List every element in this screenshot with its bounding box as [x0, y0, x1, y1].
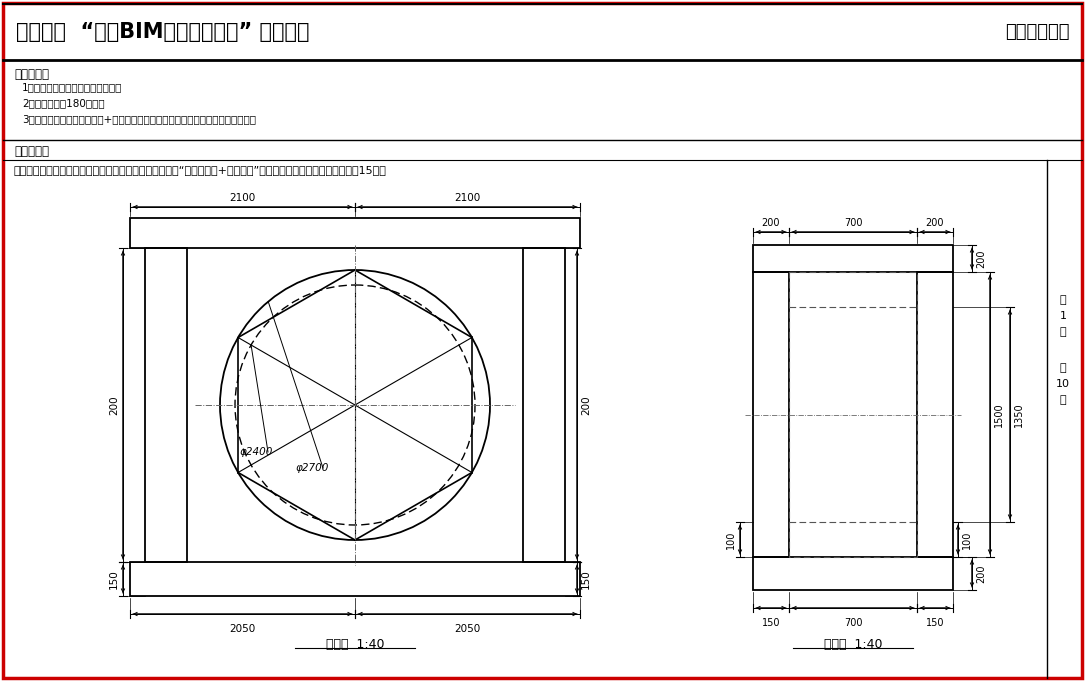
Text: 页: 页 [1060, 327, 1067, 337]
Text: 2100: 2100 [229, 193, 256, 203]
Bar [523, 248, 565, 562]
Bar [753, 557, 953, 590]
Bar [753, 245, 953, 272]
Text: 2100: 2100 [455, 193, 481, 203]
Text: 2、考试时间为180分钟；: 2、考试时间为180分钟； [22, 98, 104, 108]
Bar [130, 562, 580, 596]
Text: 100: 100 [726, 530, 736, 549]
Text: 150: 150 [580, 569, 591, 589]
Bar [917, 272, 953, 557]
Text: 第: 第 [1060, 295, 1067, 305]
Bar [130, 218, 580, 248]
Text: 2050: 2050 [229, 624, 256, 634]
Bar [753, 272, 789, 557]
Text: 1350: 1350 [1014, 402, 1024, 427]
Text: 700: 700 [844, 618, 863, 628]
Text: 200: 200 [976, 249, 986, 268]
Text: 150: 150 [926, 618, 944, 628]
Text: 200: 200 [926, 218, 944, 228]
Text: φ2400: φ2400 [240, 447, 273, 457]
Text: 主视图  1:40: 主视图 1:40 [326, 638, 384, 651]
Text: 试题部分：: 试题部分： [14, 145, 49, 158]
Text: 200: 200 [762, 218, 780, 228]
Text: 第十四期  “全国BIM技能等级考试” 一级试题: 第十四期 “全国BIM技能等级考试” 一级试题 [16, 22, 309, 42]
Text: 150: 150 [108, 569, 119, 589]
Text: 200: 200 [580, 395, 591, 415]
Text: 100: 100 [962, 530, 972, 549]
Bar [789, 272, 917, 557]
Text: 一、根据给定尺寸建立六边形门洞模型，请将模型文件以“六边形门洞+考生姓名”为文件名保存到考生文件夹中。（15分）: 一、根据给定尺寸建立六边形门洞模型，请将模型文件以“六边形门洞+考生姓名”为文件… [14, 165, 387, 175]
Text: 200: 200 [976, 565, 986, 583]
Text: 1: 1 [1059, 311, 1067, 321]
Text: 共: 共 [1060, 363, 1067, 373]
Text: 侧视图  1:40: 侧视图 1:40 [824, 638, 882, 651]
Text: 中国图学学会: 中国图学学会 [1006, 23, 1070, 41]
Text: 页: 页 [1060, 395, 1067, 405]
Text: 3、新建文件夹（以准考证号+姓名命名），用于存放本次考试中生成的全部文件。: 3、新建文件夹（以准考证号+姓名命名），用于存放本次考试中生成的全部文件。 [22, 114, 256, 124]
Text: 考试要求：: 考试要求： [14, 68, 49, 81]
Text: 1、考试方式：计算机操作，闭卷；: 1、考试方式：计算机操作，闭卷； [22, 82, 123, 92]
Text: 2050: 2050 [455, 624, 481, 634]
Text: 700: 700 [844, 218, 863, 228]
Text: 1500: 1500 [994, 402, 1004, 427]
Text: 150: 150 [762, 618, 780, 628]
Text: 200: 200 [108, 395, 119, 415]
Text: φ2700: φ2700 [295, 463, 329, 473]
Text: 10: 10 [1056, 379, 1070, 389]
Bar [145, 248, 187, 562]
